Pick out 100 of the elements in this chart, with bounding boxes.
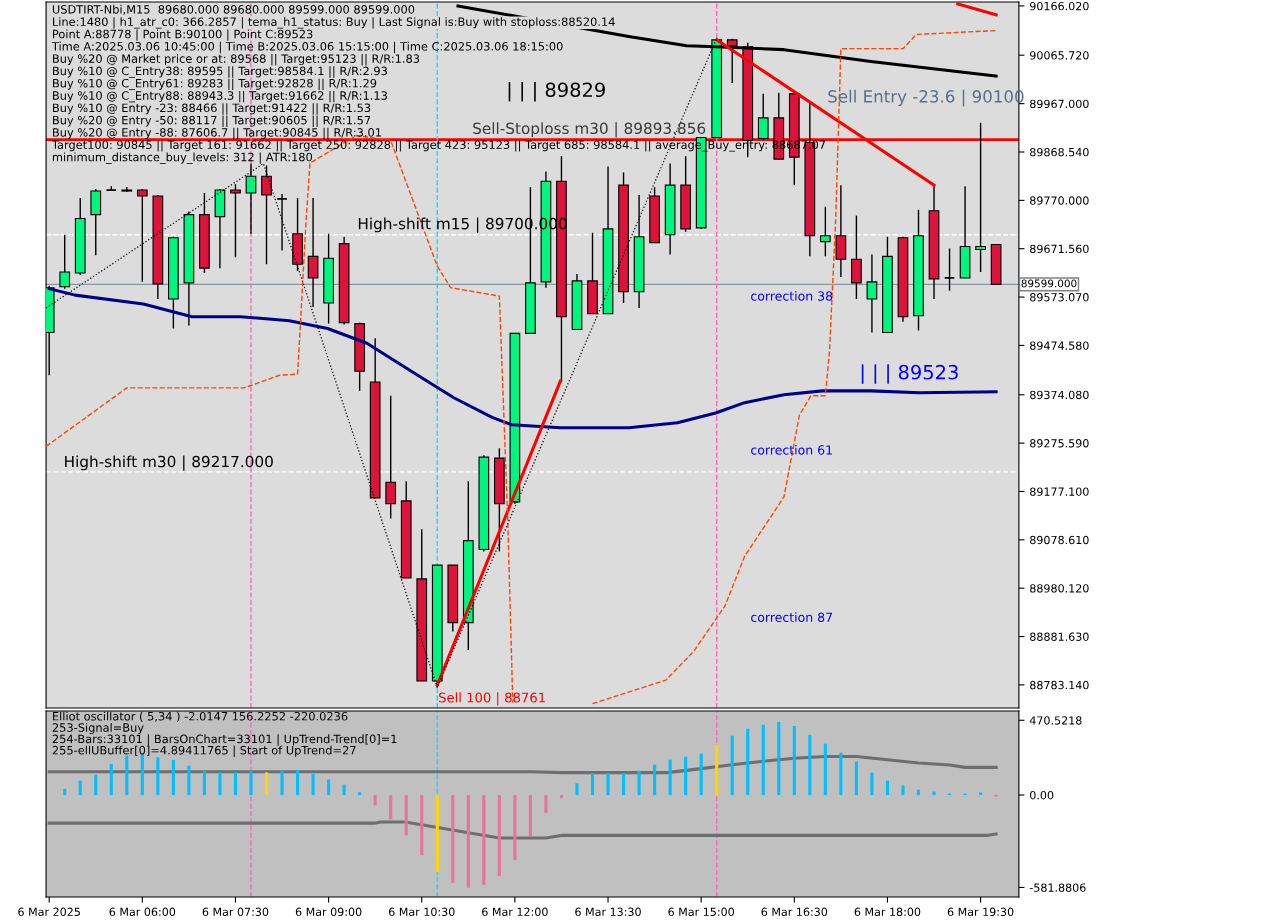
annotation: Point A:88778 | Point B:90100 | Point C:89523 [53, 29, 313, 41]
candlestick [307, 197, 319, 308]
x-tick-label: 6 Mar 06:00 [109, 907, 176, 917]
bar [435, 795, 439, 872]
y-tick-label: 89967.000 [1030, 99, 1089, 109]
y-tick-label: 89275.590 [1030, 439, 1089, 448]
bar [668, 759, 672, 796]
candlestick [975, 122, 986, 273]
candlestick [59, 234, 71, 290]
bar [296, 769, 300, 796]
bar [792, 725, 796, 796]
x-tick-label: 6 Mar 12:00 [482, 907, 548, 917]
bar [715, 744, 719, 796]
bar [171, 760, 175, 796]
annotation: 253-Signal=Buy [52, 723, 144, 735]
annotation: 255-ellUBuffer[0]=4.89411765 | Start of UpTrend=27 [52, 745, 356, 758]
x-tick-label: 6 Mar 18:00 [854, 907, 921, 917]
bar [78, 780, 82, 796]
bar [637, 770, 641, 796]
candlestick [866, 253, 878, 334]
annotation: correction 87 [751, 612, 832, 622]
bar [932, 791, 936, 796]
annotation: Sell 100 | 88761 [438, 692, 545, 706]
bar [901, 785, 905, 796]
bar [854, 761, 858, 796]
bar [979, 792, 983, 796]
candlestick [230, 183, 241, 259]
bar [839, 752, 843, 796]
annotation: Sell-Stoploss m30 | 89893.856 [473, 122, 706, 138]
y-tick-label: 88783.140 [1030, 680, 1089, 690]
bar [218, 772, 222, 796]
annotation: Buy %10 @ C_Entry61: 89283 || Target:92828 || R/R:1.29 [53, 78, 377, 91]
annotation: High-shift m30 | 89217.000 [65, 455, 273, 471]
candlestick [245, 162, 257, 235]
candlestick [90, 188, 102, 257]
candlestick [276, 193, 288, 252]
y-tick-label: 90065.720 [1030, 51, 1089, 60]
bar [389, 795, 393, 820]
bar [109, 764, 113, 796]
bar [497, 795, 501, 876]
bar [730, 735, 734, 796]
bar [94, 774, 98, 796]
bar [544, 795, 548, 814]
bar [233, 772, 238, 796]
bar [761, 724, 765, 796]
y-tick-label: 88881.630 [1030, 632, 1089, 641]
annotation: Buy %20 @ Entry -50: 88117 || Target:90605 || R/R:1.57 [53, 115, 371, 127]
y-tick-label: 470.5218 [1029, 716, 1082, 725]
bar [358, 792, 362, 796]
y-tick-label: 89177.100 [1030, 487, 1089, 496]
bar [420, 795, 424, 856]
bar [466, 795, 470, 888]
y-tick-label: 88980.120 [1030, 584, 1089, 593]
y-tick-label: 89868.540 [1030, 147, 1089, 157]
x-tick-label: 6 Mar 07:30 [202, 907, 269, 917]
bar [699, 753, 703, 796]
x-tick-label: 6 Mar 15:00 [668, 907, 734, 917]
annotation: Buy %10 @ Entry -23: 88466 || Target:91422 || R/R:1.53 [53, 103, 371, 115]
y-tick-label: 0.00 [1030, 790, 1054, 800]
bar [327, 779, 331, 796]
annotation: Elliot oscillator ( 5,34 ) -2.0147 156.2252 -220.0236 [53, 711, 348, 722]
bar [808, 734, 812, 796]
candlestick [385, 395, 397, 520]
bar [823, 743, 827, 796]
annotation: minimum_distance_buy_levels: 312 | ATR:180 [52, 152, 313, 164]
bar [156, 757, 160, 796]
annotation: Line:1480 | h1_atr_c0: 366.2857 | tema_h1_status: Buy | Last Signal is:Buy with stoploss:88520.14 [53, 17, 615, 29]
x-tick-label: 6 Mar 19:30 [947, 907, 1014, 917]
bar [513, 795, 517, 861]
x-tick-label: 6 Mar 2025 [18, 907, 80, 917]
bar [311, 773, 315, 796]
annotation: Buy %10 @ C_Entry38: 89595 || Target:98584.1 || R/R:2.93 [53, 66, 387, 78]
line-series [47, 287, 998, 430]
y-tick-label: 89573.070 [1030, 293, 1089, 302]
bar [264, 772, 269, 796]
annotation: correction 61 [751, 445, 832, 455]
bar [373, 795, 377, 806]
candlestick [851, 214, 862, 300]
bar [885, 780, 889, 796]
candlestick [943, 247, 956, 292]
y-tick-label: 90166.020 [1030, 1, 1089, 11]
ref-line-label: 89599.000 [1021, 279, 1077, 288]
bar [590, 772, 595, 796]
candlestick [835, 184, 847, 278]
annotation: Buy %20 @ Market price or at: 89568 || Target:95123 || R/R:1.83 [53, 54, 420, 66]
bar [187, 765, 191, 796]
candlestick [136, 188, 148, 283]
annotation: | | | 89829 [508, 81, 605, 102]
bar [125, 755, 129, 796]
bar [684, 756, 688, 796]
bar [528, 795, 532, 837]
bar [63, 788, 67, 796]
x-tick-label: 6 Mar 13:30 [575, 907, 641, 917]
line-series [47, 820, 998, 840]
bar [404, 795, 408, 836]
annotation: Buy %10 @ C_Entry88: 88943.3 || Target:91662 || R/R:1.13 [53, 90, 387, 103]
y-tick-label: 89078.610 [1030, 535, 1089, 545]
y-tick-label: 89474.580 [1030, 341, 1089, 350]
bar [777, 721, 781, 796]
annotation: 254-Bars:33101 | BarsOnChart=33101 | UpTrend-Trend[0]=1 [52, 734, 397, 746]
